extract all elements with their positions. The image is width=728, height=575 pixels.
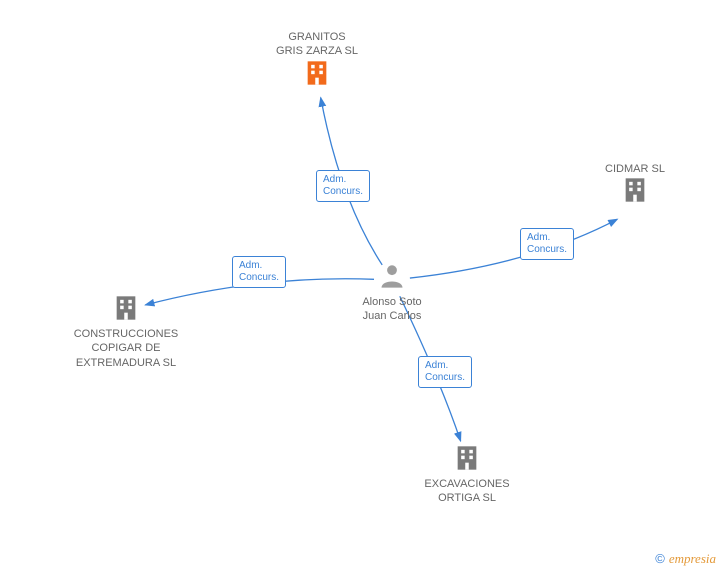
node-excavaciones: EXCAVACIONES ORTIGA SL <box>407 444 527 506</box>
node-label: GRANITOS GRIS ZARZA SL <box>257 30 377 59</box>
edge-label-granitos: Adm. Concurs. <box>316 170 370 202</box>
edge-cidmar <box>410 219 617 278</box>
node-label: CONSTRUCCIONES COPIGAR DE EXTREMADURA SL <box>66 327 186 370</box>
building-icon <box>303 59 331 87</box>
node-cidmar: CIDMAR SL <box>575 162 695 209</box>
node-granitos: GRANITOS GRIS ZARZA SL <box>257 30 377 92</box>
person-icon <box>378 262 406 290</box>
brand-name: empresia <box>669 551 716 566</box>
center-node: Alonso Soto Juan Carlos <box>352 262 432 324</box>
node-label: CIDMAR SL <box>575 162 695 176</box>
building-icon <box>621 176 649 204</box>
edge-label-cidmar: Adm. Concurs. <box>520 228 574 260</box>
node-label: EXCAVACIONES ORTIGA SL <box>407 477 527 506</box>
center-label: Alonso Soto Juan Carlos <box>352 295 432 324</box>
edge-label-excavaciones: Adm. Concurs. <box>418 356 472 388</box>
building-icon <box>112 294 140 322</box>
building-icon <box>453 444 481 472</box>
watermark: © empresia <box>655 551 716 567</box>
node-construcciones: CONSTRUCCIONES COPIGAR DE EXTREMADURA SL <box>66 294 186 370</box>
edge-label-construcciones: Adm. Concurs. <box>232 256 286 288</box>
copyright-symbol: © <box>655 551 665 566</box>
